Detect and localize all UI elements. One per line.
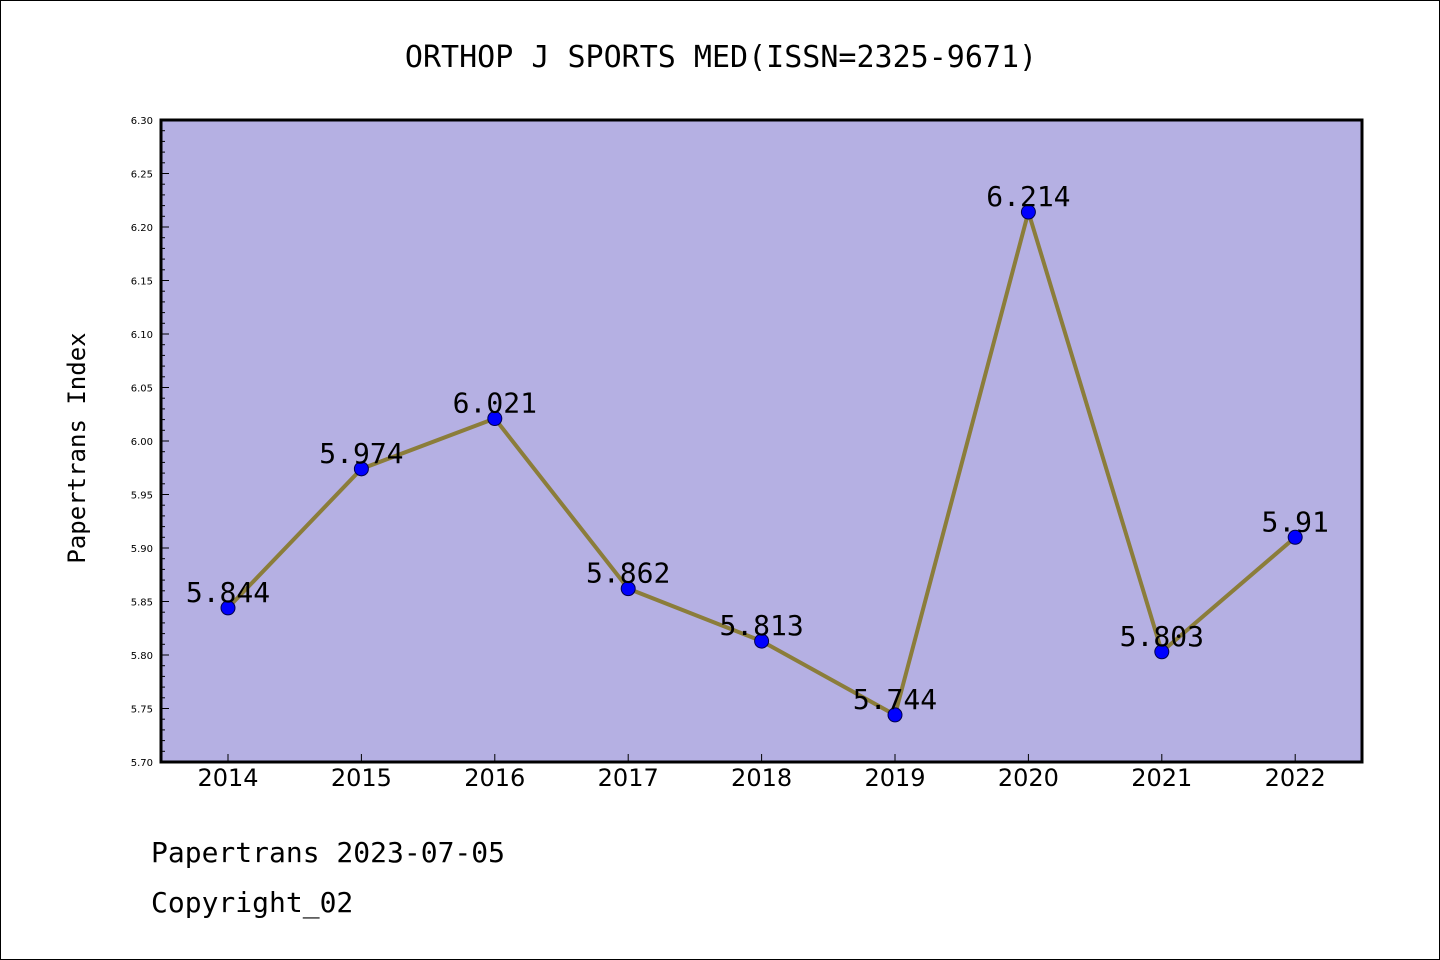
data-point: [887, 707, 903, 723]
data-point: [754, 633, 770, 649]
y-tick-label: 6.05: [131, 384, 153, 395]
y-tick-label: 6.30: [131, 116, 153, 127]
x-tick-label: 2020: [998, 764, 1059, 792]
series-group: 5.844 5.974 6.021 5.862 5.813 5.744 6.214 5.803…: [186, 180, 1329, 723]
data-label: 5.744: [853, 683, 937, 716]
y-tick-label: 6.20: [131, 223, 153, 234]
x-axis-ticks: 2014 2015 2016 2017 2018 2019 2020 2021 2022: [197, 754, 1326, 792]
x-tick-label: 2017: [598, 764, 659, 792]
footer-date: Papertrans 2023-07-05: [151, 836, 506, 869]
data-label: 5.844: [186, 576, 270, 609]
data-label: 5.813: [719, 609, 803, 642]
data-point: [1154, 644, 1170, 660]
x-tick-label: 2019: [864, 764, 925, 792]
data-label: 6.214: [986, 180, 1070, 213]
y-tick-label: 6.25: [131, 170, 153, 181]
x-tick-label: 2021: [1131, 764, 1192, 792]
data-point: [1020, 204, 1036, 220]
data-label: 5.803: [1120, 620, 1204, 653]
y-tick-label: 5.70: [131, 758, 153, 769]
x-tick-label: 2014: [197, 764, 258, 792]
data-point: [353, 461, 369, 477]
x-tick-label: 2016: [464, 764, 525, 792]
y-tick-label: 6.00: [131, 437, 153, 448]
y-tick-label: 5.95: [131, 491, 153, 502]
x-tick-label: 2015: [331, 764, 392, 792]
data-point: [220, 600, 236, 616]
y-tick-label: 6.15: [131, 277, 153, 288]
y-tick-label: 6.10: [131, 330, 153, 341]
data-point: [487, 411, 503, 427]
y-tick-label: 5.90: [131, 544, 153, 555]
footer-copyright: Copyright_02: [151, 886, 354, 919]
data-label: 5.91: [1261, 505, 1328, 538]
y-tick-label: 5.80: [131, 651, 153, 662]
data-label: 5.974: [319, 437, 403, 470]
chart-title: ORTHOP J SPORTS MED(ISSN=2325-9671): [405, 40, 1037, 75]
y-axis-label: Papertrans Index: [63, 332, 91, 563]
y-axis-ticks: 5.70 5.75 5.80 5.85 5.90 5.95 6.00 6.05 6.10 6.15…: [131, 116, 169, 769]
data-label: 6.021: [453, 387, 537, 420]
data-point: [620, 581, 636, 597]
x-tick-label: 2018: [731, 764, 792, 792]
x-tick-label: 2022: [1265, 764, 1326, 792]
data-point: [1287, 529, 1303, 545]
y-tick-label: 5.85: [131, 598, 153, 609]
data-label: 5.862: [586, 557, 670, 590]
y-tick-label: 5.75: [131, 705, 153, 716]
